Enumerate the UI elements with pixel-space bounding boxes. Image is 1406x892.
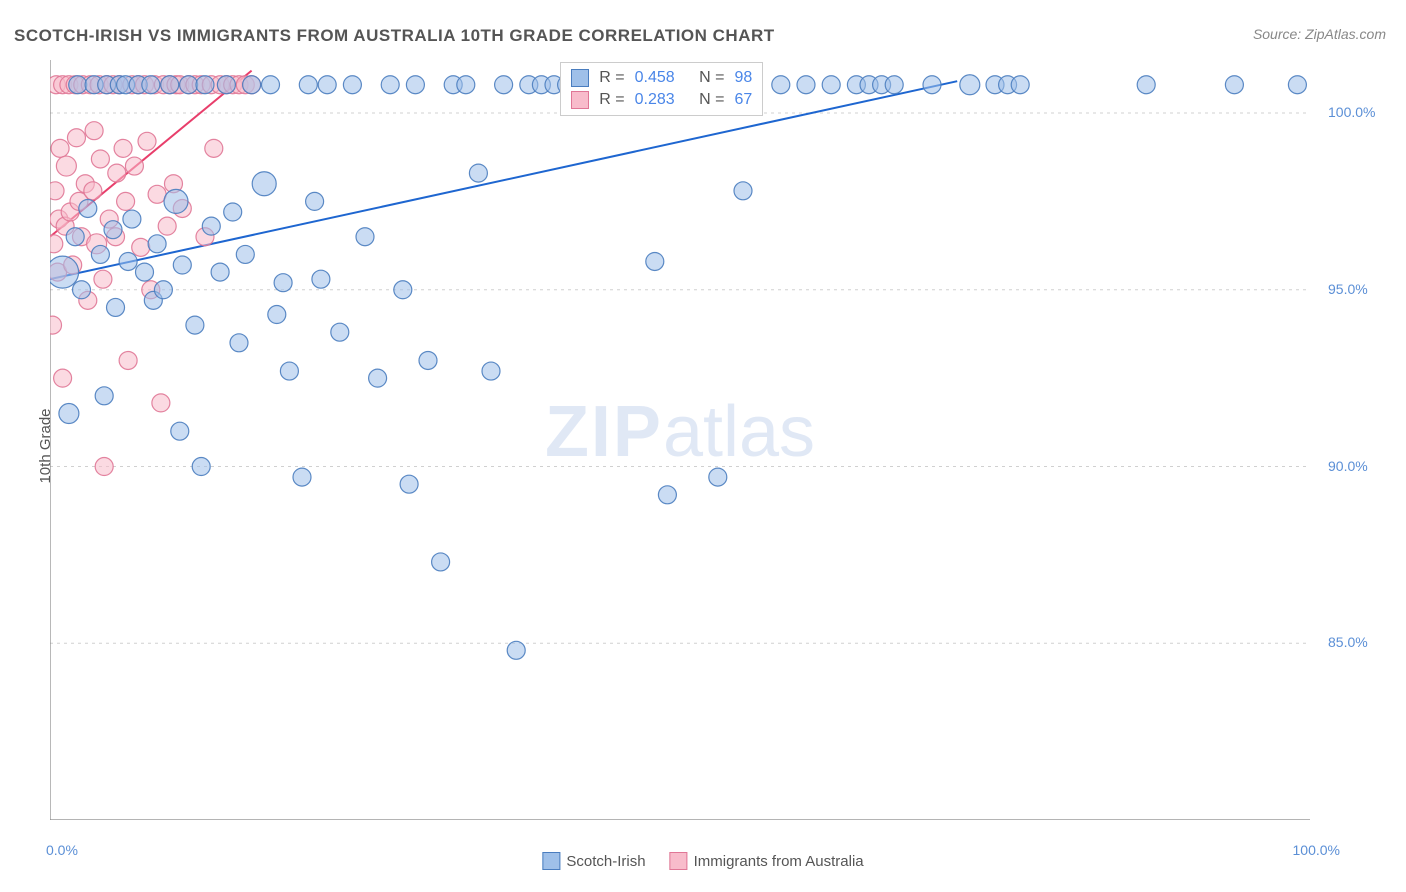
n-label: N = xyxy=(699,69,724,87)
chart-title: SCOTCH-IRISH VS IMMIGRANTS FROM AUSTRALI… xyxy=(14,26,775,46)
xtick-label: 0.0% xyxy=(46,842,78,858)
n-label: N = xyxy=(699,91,724,109)
chart-container: SCOTCH-IRISH VS IMMIGRANTS FROM AUSTRALI… xyxy=(0,0,1406,892)
r-label: R = xyxy=(599,69,624,87)
legend-swatch-blue xyxy=(542,852,560,870)
correlation-stats-box: R = 0.458 N = 98 R = 0.283 N = 67 xyxy=(560,62,763,116)
stats-swatch-blue xyxy=(571,69,589,87)
ytick-label: 95.0% xyxy=(1328,281,1368,297)
xtick-label: 100.0% xyxy=(1293,842,1340,858)
legend-bottom: Scotch-Irish Immigrants from Australia xyxy=(542,852,863,870)
stats-swatch-pink xyxy=(571,91,589,109)
ytick-label: 90.0% xyxy=(1328,458,1368,474)
stats-row-pink: R = 0.283 N = 67 xyxy=(571,89,752,111)
source-label: Source: ZipAtlas.com xyxy=(1253,26,1386,42)
plot-svg xyxy=(50,60,1310,820)
legend-item-pink: Immigrants from Australia xyxy=(670,852,864,870)
ytick-label: 100.0% xyxy=(1328,104,1375,120)
legend-label-pink: Immigrants from Australia xyxy=(694,853,864,870)
legend-item-blue: Scotch-Irish xyxy=(542,852,645,870)
r-value-pink: 0.283 xyxy=(635,91,675,109)
plot-area: ZIPatlas R = 0.458 N = 98 R = 0.283 N = … xyxy=(50,60,1310,820)
n-value-pink: 67 xyxy=(734,91,752,109)
stats-row-blue: R = 0.458 N = 98 xyxy=(571,67,752,89)
r-value-blue: 0.458 xyxy=(635,69,675,87)
r-label: R = xyxy=(599,91,624,109)
n-value-blue: 98 xyxy=(734,69,752,87)
ytick-label: 85.0% xyxy=(1328,634,1368,650)
legend-swatch-pink xyxy=(670,852,688,870)
legend-label-blue: Scotch-Irish xyxy=(566,853,645,870)
